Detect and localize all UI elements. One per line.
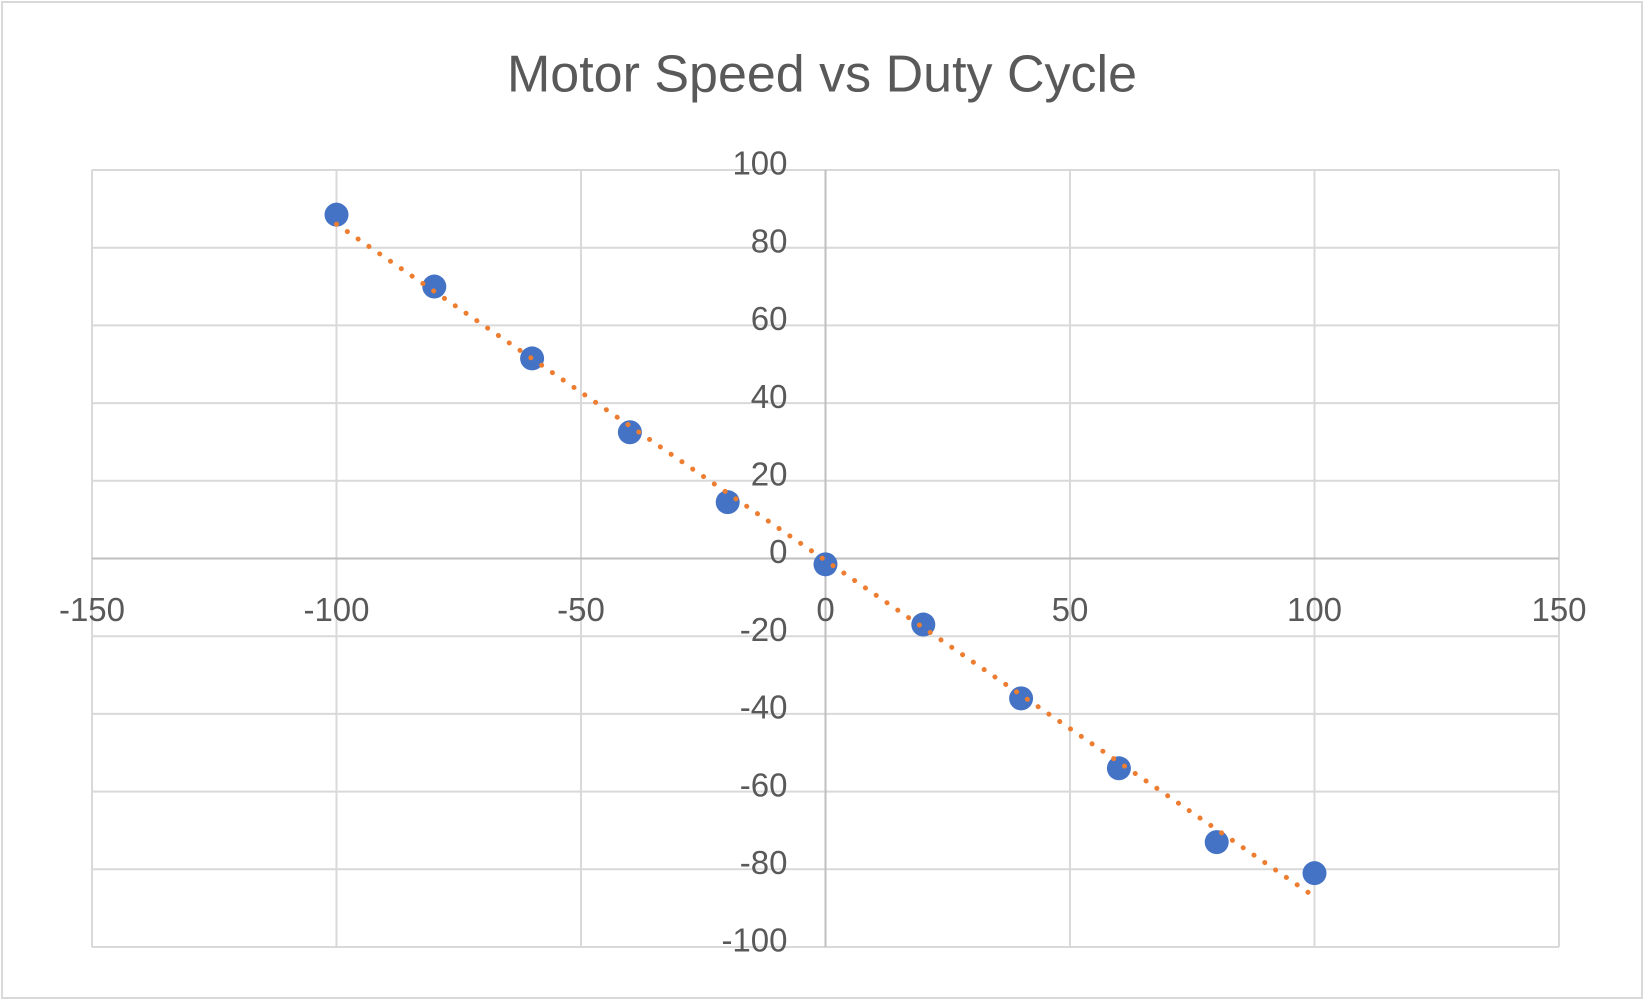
x-tick-label: 0: [816, 591, 834, 628]
data-point: [1204, 830, 1229, 855]
trendline: [334, 221, 1317, 900]
x-tick-label: -50: [557, 591, 605, 628]
y-tick-label: -40: [740, 689, 788, 726]
y-tick-label: -80: [740, 844, 788, 881]
y-tick-label: 20: [751, 456, 788, 493]
data-point: [813, 552, 838, 577]
x-tick-label: 100: [1287, 591, 1342, 628]
data-point: [324, 202, 349, 227]
y-tick-label: -20: [740, 611, 788, 648]
y-tick-label: -60: [740, 766, 788, 803]
y-tick-label: 0: [769, 533, 787, 570]
data-point: [1302, 861, 1327, 886]
x-tick-label: 50: [1052, 591, 1089, 628]
data-point: [617, 420, 642, 445]
y-tick-label: 40: [751, 378, 788, 415]
x-tick-label: 150: [1531, 591, 1586, 628]
data-point: [1106, 756, 1131, 781]
chart-title: Motor Speed vs Duty Cycle: [507, 46, 1137, 104]
x-tick-label: -150: [59, 591, 125, 628]
y-tick-label: 60: [751, 300, 788, 337]
y-tick-label: 80: [751, 222, 788, 259]
data-point: [422, 274, 447, 299]
y-tick-label: 100: [732, 145, 787, 182]
data-point: [715, 490, 740, 515]
x-tick-label: -100: [303, 591, 369, 628]
y-tick-label: -100: [721, 922, 787, 959]
